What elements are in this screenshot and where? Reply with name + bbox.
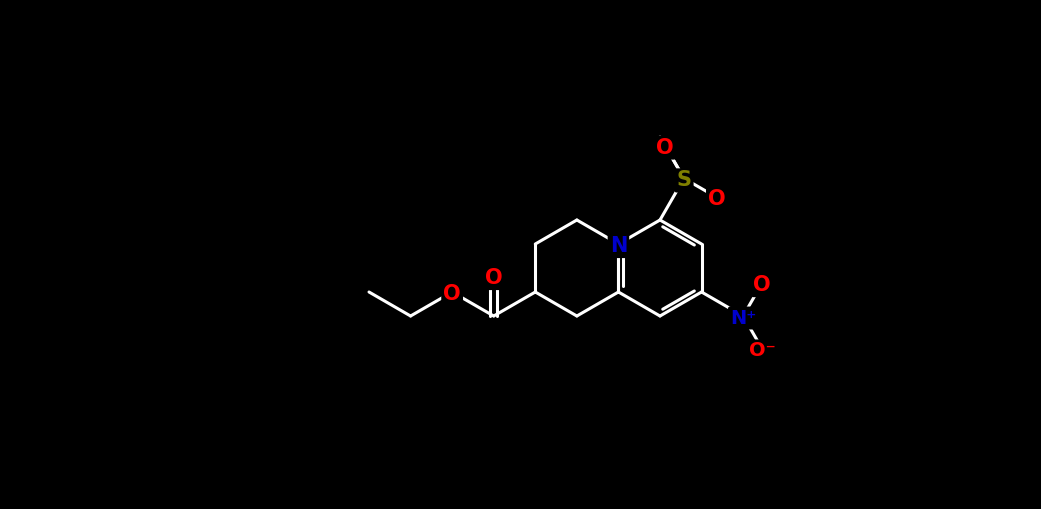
Text: N: N [610, 236, 627, 256]
Text: O: O [443, 284, 461, 304]
Text: S: S [677, 171, 691, 190]
Text: O: O [754, 275, 771, 295]
Text: O: O [656, 137, 674, 157]
Text: O⁻: O⁻ [748, 342, 776, 360]
Text: O: O [485, 268, 503, 288]
Text: N⁺: N⁺ [730, 308, 757, 327]
Text: O: O [708, 189, 726, 209]
